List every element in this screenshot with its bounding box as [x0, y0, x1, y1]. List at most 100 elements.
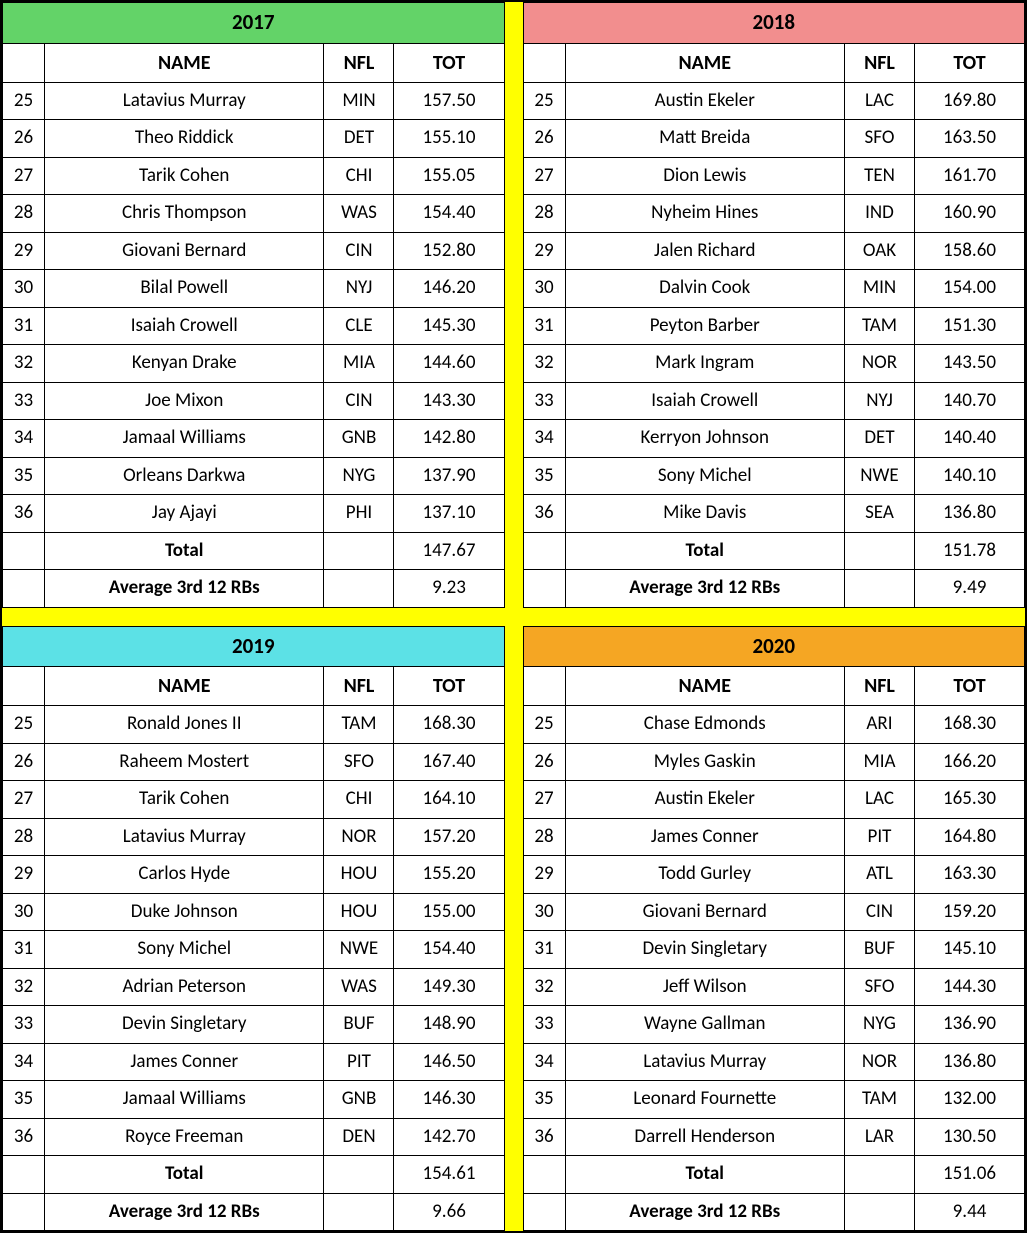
cell-nfl: PIT [844, 818, 914, 856]
cell-tot: 158.60 [914, 232, 1024, 270]
cell-rank: 36 [3, 495, 45, 533]
table-row: 33Wayne GallmanNYG136.90 [523, 1006, 1025, 1044]
table-row: 28Nyheim HinesIND160.90 [523, 195, 1025, 233]
cell-rank: 29 [523, 232, 565, 270]
cell-nfl: NOR [844, 1043, 914, 1081]
cell-tot: 169.80 [914, 82, 1024, 120]
cell-rank: 26 [3, 743, 45, 781]
total-nfl-blank [844, 1156, 914, 1194]
table-row: 36Jay AjayiPHI137.10 [3, 495, 505, 533]
avg-rank-blank [523, 570, 565, 608]
table-row: 30Duke JohnsonHOU155.00 [3, 893, 505, 931]
cell-name: Latavius Murray [45, 82, 324, 120]
cell-name: Austin Ekeler [565, 82, 844, 120]
cell-rank: 27 [523, 781, 565, 819]
cell-rank: 32 [523, 345, 565, 383]
col-header-tot: TOT [394, 667, 504, 706]
cell-tot: 151.30 [914, 307, 1024, 345]
cell-name: Jamaal Williams [45, 1081, 324, 1119]
table-row: 26Matt BreidaSFO163.50 [523, 120, 1025, 158]
cell-name: Latavius Murray [45, 818, 324, 856]
cell-rank: 35 [3, 1081, 45, 1119]
col-header-nfl: NFL [844, 667, 914, 706]
cell-tot: 163.30 [914, 856, 1024, 894]
cell-name: Theo Riddick [45, 120, 324, 158]
cell-name: Latavius Murray [565, 1043, 844, 1081]
year-header-row: 2019 [3, 626, 505, 667]
cell-tot: 146.30 [394, 1081, 504, 1119]
cell-tot: 146.50 [394, 1043, 504, 1081]
cell-rank: 35 [523, 1081, 565, 1119]
cell-name: Chris Thompson [45, 195, 324, 233]
cell-tot: 161.70 [914, 157, 1024, 195]
cell-tot: 148.90 [394, 1006, 504, 1044]
horizontal-gap [2, 608, 1025, 626]
cell-name: Todd Gurley [565, 856, 844, 894]
stats-table: 2017NAMENFLTOT25Latavius MurrayMIN157.50… [2, 2, 505, 608]
total-nfl-blank [324, 1156, 394, 1194]
year-header-cell: 2019 [3, 626, 505, 667]
cell-rank: 32 [3, 968, 45, 1006]
cell-tot: 136.90 [914, 1006, 1024, 1044]
cell-rank: 33 [523, 1006, 565, 1044]
col-header-rank [3, 667, 45, 706]
total-label: Total [565, 1156, 844, 1194]
cell-rank: 25 [3, 706, 45, 744]
col-header-rank [523, 667, 565, 706]
cell-name: Jalen Richard [565, 232, 844, 270]
cell-nfl: CHI [324, 781, 394, 819]
cell-tot: 140.70 [914, 382, 1024, 420]
table-row: 31Isaiah CrowellCLE145.30 [3, 307, 505, 345]
cell-tot: 136.80 [914, 495, 1024, 533]
total-rank-blank [523, 1156, 565, 1194]
table-row: 25Ronald Jones IITAM168.30 [3, 706, 505, 744]
cell-nfl: ATL [844, 856, 914, 894]
cell-nfl: NWE [324, 931, 394, 969]
table-row: 30Giovani BernardCIN159.20 [523, 893, 1025, 931]
cell-rank: 35 [3, 457, 45, 495]
total-value: 154.61 [394, 1156, 504, 1194]
cell-nfl: HOU [324, 856, 394, 894]
year-header-row: 2018 [523, 3, 1025, 44]
cell-name: Chase Edmonds [565, 706, 844, 744]
column-header-row: NAMENFLTOT [3, 667, 505, 706]
table-row: 36Royce FreemanDEN142.70 [3, 1118, 505, 1156]
table-row: 34Latavius MurrayNOR136.80 [523, 1043, 1025, 1081]
table-row: 35Sony MichelNWE140.10 [523, 457, 1025, 495]
cell-nfl: CIN [324, 232, 394, 270]
cell-nfl: OAK [844, 232, 914, 270]
table-row: 36Darrell HendersonLAR130.50 [523, 1118, 1025, 1156]
cell-name: Jamaal Williams [45, 420, 324, 458]
cell-rank: 31 [523, 931, 565, 969]
table-row: 30Dalvin CookMIN154.00 [523, 270, 1025, 308]
cell-rank: 36 [3, 1118, 45, 1156]
cell-nfl: HOU [324, 893, 394, 931]
cell-rank: 30 [3, 270, 45, 308]
cell-rank: 36 [523, 1118, 565, 1156]
cell-rank: 35 [523, 457, 565, 495]
total-value: 151.78 [914, 532, 1024, 570]
cell-nfl: NYG [324, 457, 394, 495]
cell-nfl: LAC [844, 781, 914, 819]
avg-rank-blank [523, 1193, 565, 1231]
cell-name: James Conner [45, 1043, 324, 1081]
cell-rank: 32 [523, 968, 565, 1006]
table-row: 31Devin SingletaryBUF145.10 [523, 931, 1025, 969]
cell-name: Nyheim Hines [565, 195, 844, 233]
table-row: 34Kerryon JohnsonDET140.40 [523, 420, 1025, 458]
cell-tot: 155.20 [394, 856, 504, 894]
cell-tot: 154.40 [394, 931, 504, 969]
cell-rank: 25 [523, 706, 565, 744]
cell-nfl: WAS [324, 195, 394, 233]
stats-table: 2020NAMENFLTOT25Chase EdmondsARI168.3026… [523, 626, 1026, 1232]
cell-nfl: CHI [324, 157, 394, 195]
table-row: 27Dion LewisTEN161.70 [523, 157, 1025, 195]
cell-nfl: SFO [844, 120, 914, 158]
average-row: Average 3rd 12 RBs9.23 [3, 570, 505, 608]
cell-nfl: NWE [844, 457, 914, 495]
cell-rank: 27 [3, 157, 45, 195]
cell-name: Tarik Cohen [45, 157, 324, 195]
cell-tot: 137.10 [394, 495, 504, 533]
col-header-rank [523, 43, 565, 82]
cell-name: Isaiah Crowell [565, 382, 844, 420]
